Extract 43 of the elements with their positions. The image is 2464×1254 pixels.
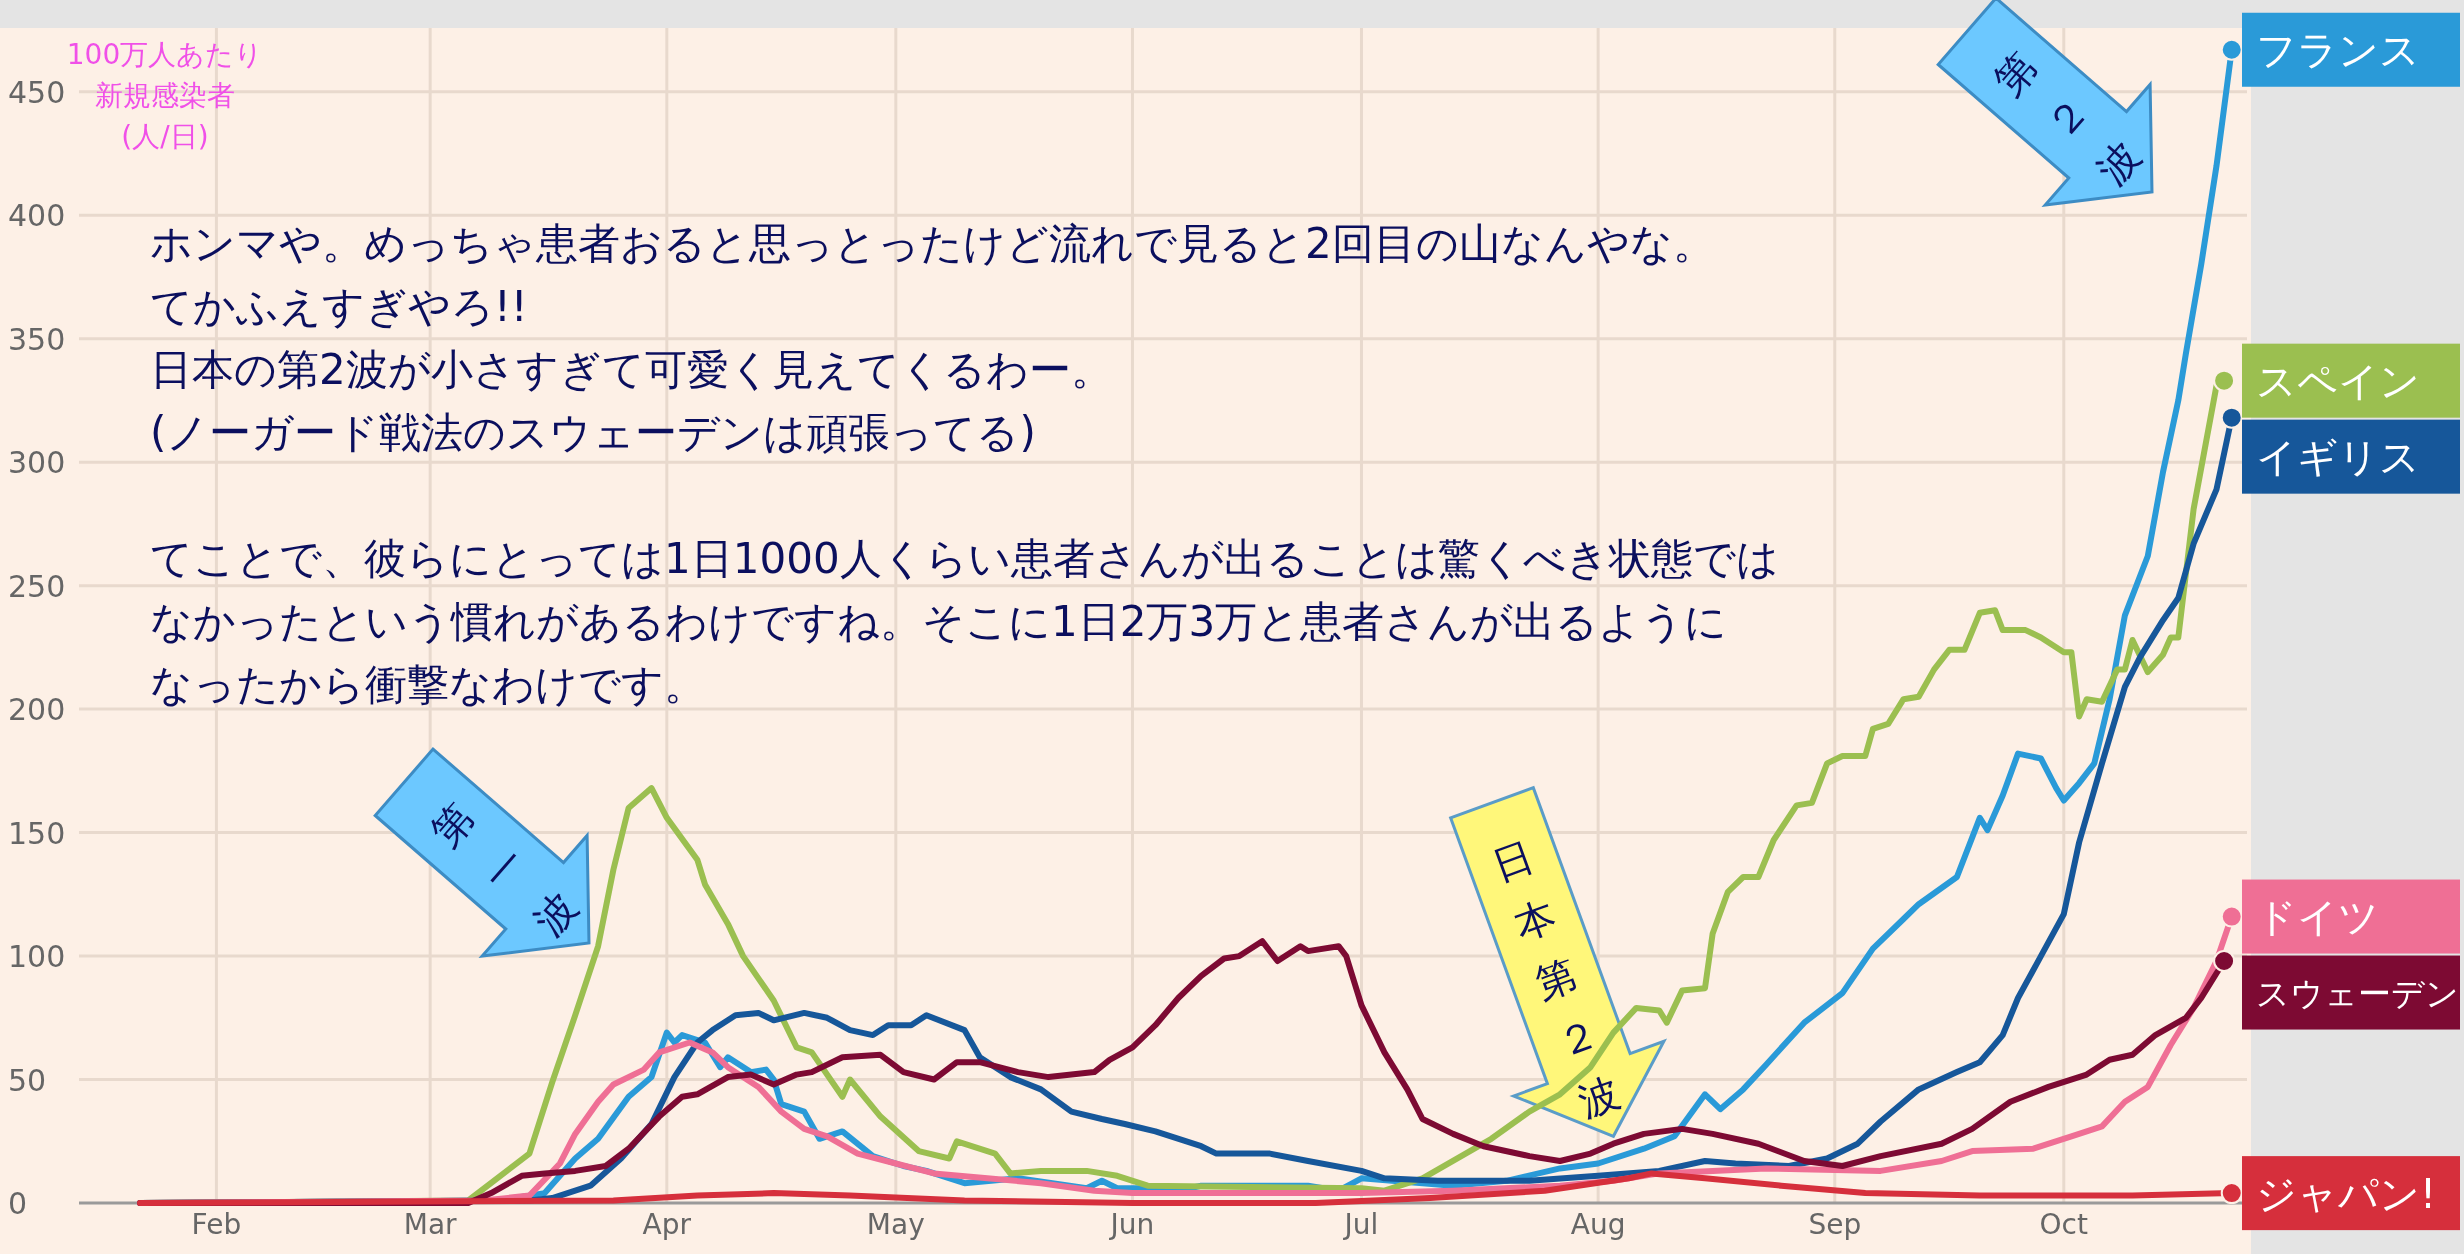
y-tick-label: 450 xyxy=(8,74,66,110)
annotation: 日本第２波 xyxy=(1486,832,1626,1126)
label-box: スウェーデン xyxy=(2242,955,2460,1030)
label-box: フランス xyxy=(2242,12,2460,87)
y-tick-label: 0 xyxy=(8,1186,28,1221)
x-tick-label: Jul xyxy=(1342,1208,1379,1241)
series-label: イギリス xyxy=(2256,434,2420,481)
x-tick-label: Sep xyxy=(1808,1208,1862,1241)
y-axis-title: 100万人あたり新規感染者(人/日) xyxy=(66,38,264,153)
annotation: 第２波 xyxy=(1985,43,2150,194)
y-tick-label: 250 xyxy=(8,568,66,604)
y-tick-label: 300 xyxy=(8,445,66,481)
series-label: ジャパン! xyxy=(2256,1170,2437,1217)
series-label: スウェーデン xyxy=(2256,973,2459,1013)
y-tick-label: 400 xyxy=(8,198,66,234)
x-tick-label: Jun xyxy=(1108,1208,1155,1241)
label-box: スペイン xyxy=(2242,343,2460,418)
annotation: (ノーガード戦法のスウェーデンは頑張ってる) xyxy=(150,408,1036,457)
x-tick-label: Mar xyxy=(403,1208,458,1241)
x-tick-label: May xyxy=(866,1208,925,1241)
y-tick-label: 200 xyxy=(8,692,66,728)
series-label: スペイン xyxy=(2256,358,2420,405)
annotation: てかふえすぎやろ!! xyxy=(150,282,528,331)
y-tick-label: 350 xyxy=(8,321,66,357)
label-box: ジャパン! xyxy=(2242,1156,2460,1231)
label-box: ドイツ xyxy=(2242,879,2460,954)
annotation: てことで、彼らにとっては1日1000人くらい患者さんが出ることは驚くべき状態ではなかったという慣れがあるわけですね。そこに1日2万3万と患者さんが出るようになったから衝撃なわけです。 xyxy=(150,534,1779,709)
annotation: ホンマや。めっちゃ患者おると思っとったけど流れで見ると2回目の山なんやな。 xyxy=(150,219,1715,268)
x-tick-label: Oct xyxy=(2039,1208,2089,1241)
arrow: 第２波 xyxy=(1936,0,2154,208)
annotation: 第一波 xyxy=(422,794,587,945)
x-tick-label: Apr xyxy=(642,1208,692,1241)
arrow: 日本第２波 xyxy=(1448,785,1668,1139)
arrow: 第一波 xyxy=(373,747,591,959)
y-tick-label: 100 xyxy=(8,939,66,975)
label-box: イギリス xyxy=(2242,419,2460,494)
y-tick-label: 150 xyxy=(8,815,66,851)
x-tick-label: Feb xyxy=(191,1208,242,1241)
series-label: ドイツ xyxy=(2256,893,2379,940)
y-tick-label: 50 xyxy=(8,1062,47,1098)
annotation: 日本の第2波が小さすぎて可愛く見えてくるわー。 xyxy=(150,345,1113,394)
x-tick-label: Aug xyxy=(1570,1208,1626,1241)
series-label: フランス xyxy=(2256,27,2420,74)
